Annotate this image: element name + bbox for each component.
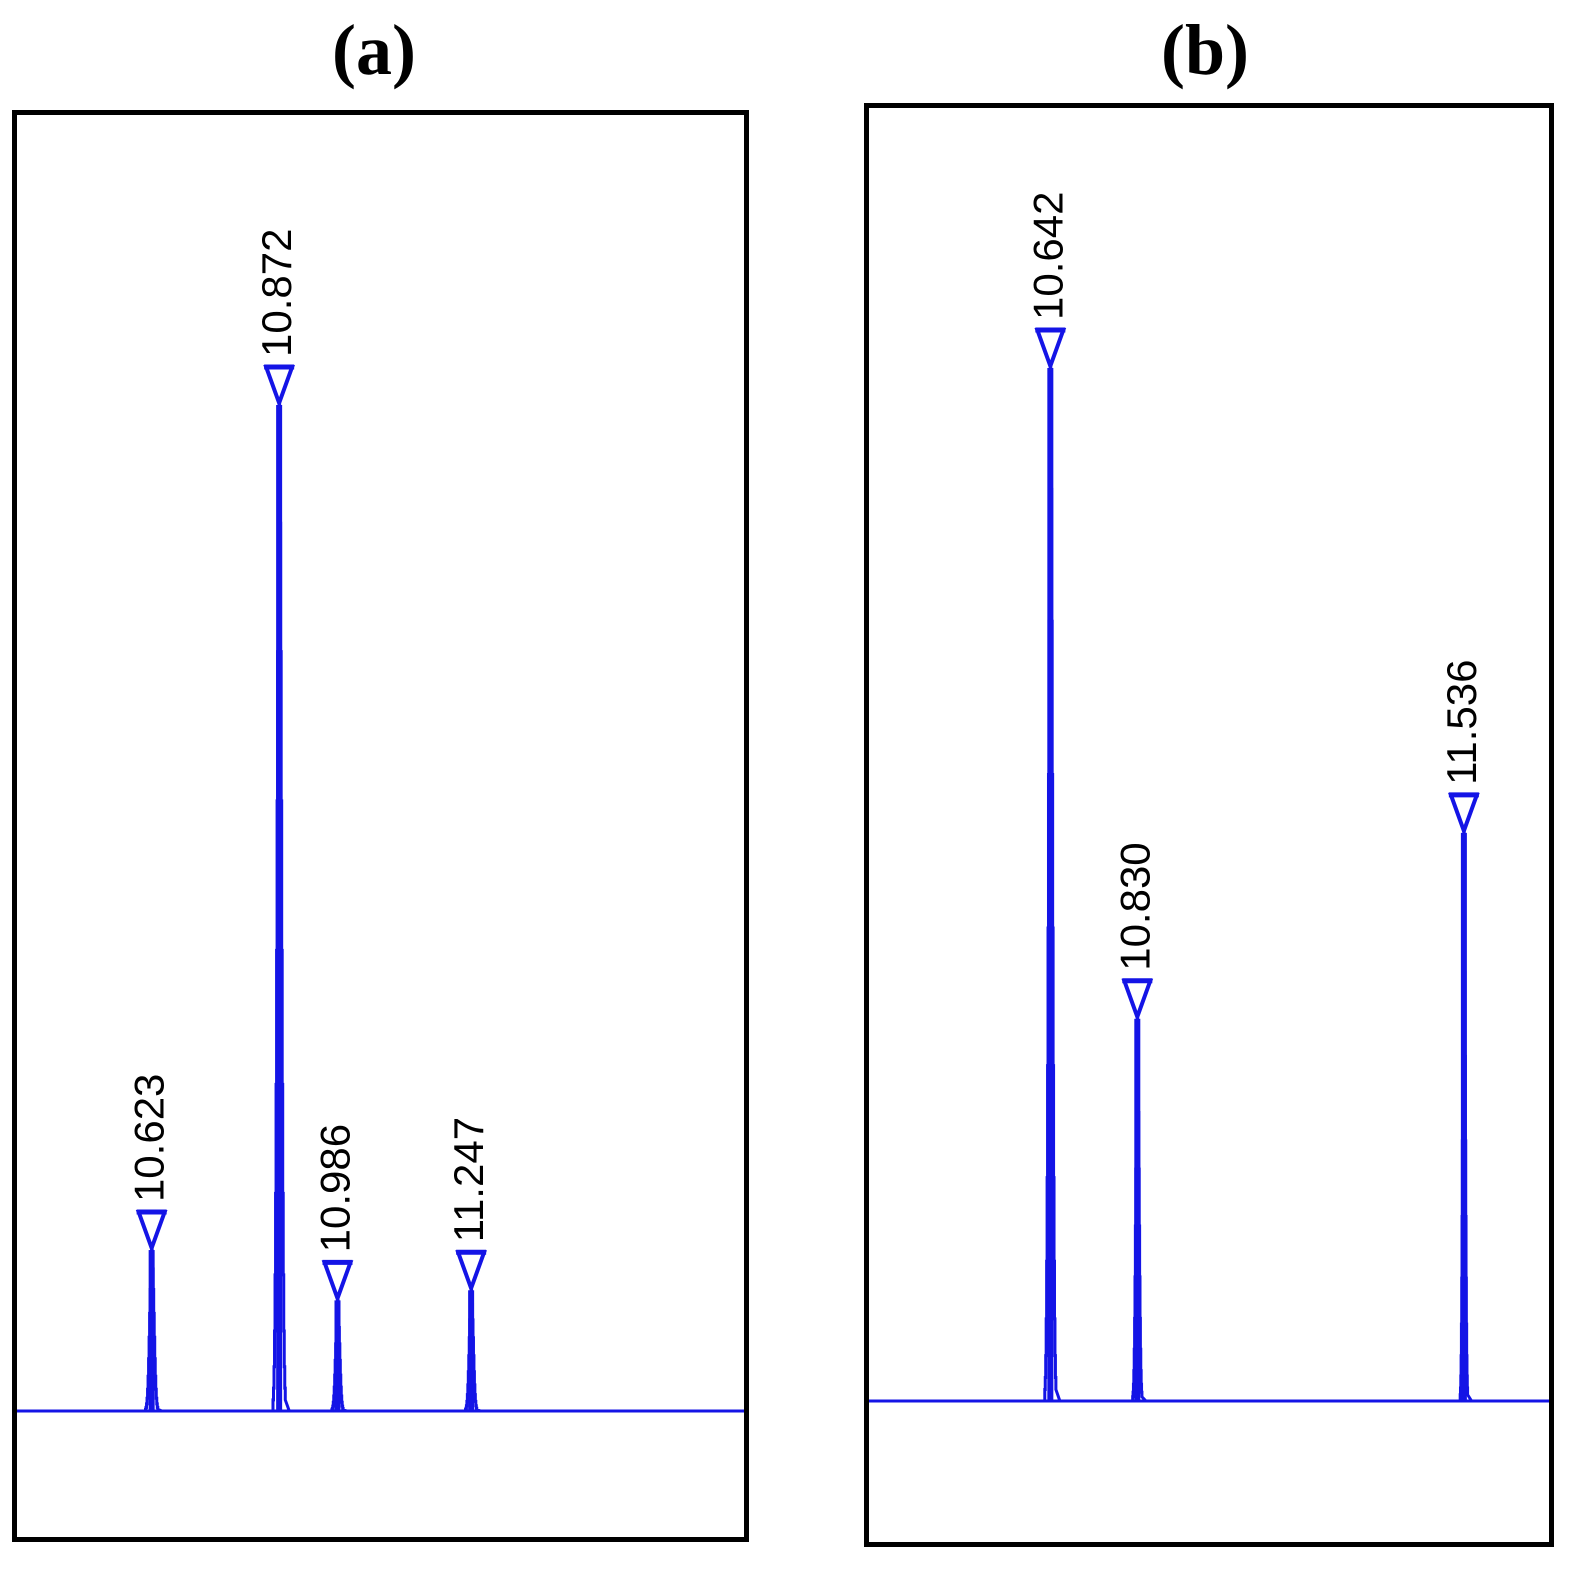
peak-core xyxy=(1460,832,1467,1401)
peak-label: 11.247 xyxy=(445,1117,492,1242)
peak-label: 10.623 xyxy=(126,1074,173,1202)
peak-core xyxy=(148,1250,155,1411)
peak-label: 10.986 xyxy=(311,1124,358,1252)
chromatogram-panel-a: 10.623 10.872 10.986 11.247 xyxy=(12,110,749,1542)
peak-marker-icon xyxy=(1121,978,1154,1023)
panel-b-title: (b) xyxy=(1161,10,1249,90)
peak-core xyxy=(1047,368,1054,1401)
chromatogram-a-plot: 10.623 10.872 10.986 11.247 xyxy=(17,229,744,1413)
peak-core xyxy=(468,1290,475,1411)
peak-marker-icon xyxy=(263,365,295,409)
peak-label: 10.872 xyxy=(253,229,300,357)
peak-core xyxy=(1134,1018,1141,1401)
peak-marker-icon xyxy=(1448,792,1480,837)
chromatogram-panel-b: 10.642 10.830 11.536 xyxy=(864,103,1554,1547)
peak-core xyxy=(276,405,283,1411)
peak-marker-icon xyxy=(455,1250,487,1295)
peak-marker-icon xyxy=(1034,328,1067,372)
peak-marker-icon xyxy=(135,1210,168,1254)
panel-a-title: (a) xyxy=(332,10,416,90)
peak-label: 10.642 xyxy=(1024,192,1071,320)
peak-label: 10.830 xyxy=(1111,842,1158,970)
peak-core xyxy=(334,1300,341,1411)
chromatogram-b-plot: 10.642 10.830 11.536 xyxy=(869,192,1549,1403)
peak-marker-icon xyxy=(321,1260,354,1305)
peak-label: 11.536 xyxy=(1438,660,1485,785)
